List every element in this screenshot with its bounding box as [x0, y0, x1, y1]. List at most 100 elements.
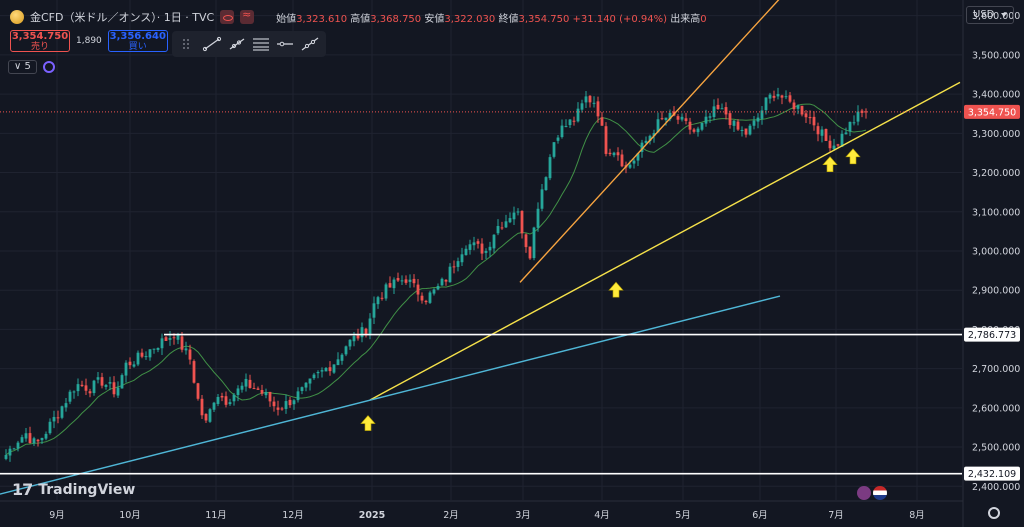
moving-average-line [5, 103, 867, 456]
candle [528, 246, 532, 259]
buy-button[interactable]: 3,356.640 買い [107, 30, 168, 52]
trade-panel: 3,354.750 売り 1,890 3,356.640 買い [10, 30, 168, 52]
candle [84, 385, 88, 391]
candle [492, 234, 496, 249]
level-price-label: 2,432.109 [968, 469, 1016, 480]
x-tick-label: 9月 [49, 510, 65, 521]
candle [344, 346, 348, 355]
candle [144, 356, 148, 358]
candle [420, 295, 424, 301]
sell-button[interactable]: 3,354.750 売り [10, 30, 70, 52]
candle [80, 384, 84, 387]
candle [508, 218, 512, 223]
trend-line-tool-icon[interactable] [202, 36, 222, 52]
candle [796, 105, 800, 109]
candle [384, 284, 388, 299]
indicator-settings-icon[interactable] [42, 61, 55, 73]
candle [820, 129, 824, 136]
compare-icon[interactable] [240, 8, 255, 24]
drawing-toolbar [172, 31, 326, 57]
ray-tool-icon[interactable] [227, 36, 247, 52]
candle [456, 261, 460, 267]
candle [120, 375, 124, 389]
y-tick-label: 2,400.000 [972, 482, 1020, 493]
us-flag-icon[interactable] [873, 486, 887, 500]
candle [196, 383, 200, 399]
indicator-toggle[interactable]: ∨ 5 [8, 60, 37, 74]
candle [192, 361, 196, 383]
candle [848, 121, 852, 132]
candle [500, 227, 504, 229]
candle [696, 128, 700, 133]
y-tick-label: 3,400.000 [972, 90, 1020, 101]
candle [464, 248, 468, 256]
candle [656, 119, 660, 133]
candle [780, 95, 784, 98]
candle [380, 297, 384, 299]
candle [124, 362, 128, 376]
candle [436, 285, 440, 290]
candle [396, 278, 400, 281]
candle [596, 101, 600, 117]
candle [484, 251, 488, 253]
candle [440, 278, 444, 286]
fib-retracement-tool-icon[interactable] [251, 36, 271, 52]
candle [432, 289, 436, 294]
candle [240, 385, 244, 390]
candle [532, 227, 536, 259]
candle [516, 211, 520, 213]
candle [252, 388, 256, 390]
candle [460, 254, 464, 263]
candle [40, 437, 44, 441]
candle [320, 370, 324, 372]
candle [488, 246, 492, 251]
orange-trend-line [519, 0, 780, 283]
candle [296, 391, 300, 401]
tradingview-logo-icon: 17 [12, 480, 33, 499]
currency-select[interactable]: USD [966, 6, 1014, 24]
support-arrow-icon [822, 156, 838, 173]
candle [536, 208, 540, 228]
symbol-name[interactable]: 金CFD（米ドル／オンス）· 1日 · TVC [30, 11, 215, 24]
level-price-tag [964, 466, 1020, 481]
event-markers [857, 486, 887, 500]
candle [856, 111, 860, 122]
candle [216, 396, 220, 404]
candle [232, 394, 236, 402]
candle [360, 327, 364, 338]
extended-line-tool-icon[interactable] [300, 36, 320, 52]
candle [156, 347, 160, 350]
y-tick-label: 3,000.000 [972, 246, 1020, 257]
candle [748, 125, 752, 135]
candle [864, 111, 868, 113]
drag-handle-icon[interactable] [178, 36, 198, 52]
candle [376, 297, 380, 305]
candle [628, 164, 632, 168]
candle [664, 117, 668, 121]
candle [680, 116, 684, 120]
event-lightning-icon[interactable] [857, 486, 871, 500]
y-tick-label: 3,300.000 [972, 129, 1020, 140]
candle [504, 221, 508, 228]
last-price-label: 3,354.750 [968, 107, 1016, 118]
ohlc-readout: 始値3,323.610 高値3,368.750 安値3,322.030 終値3,… [276, 13, 707, 25]
y-tick-label: 2,900.000 [972, 286, 1020, 297]
candle [108, 382, 112, 384]
candle [316, 371, 320, 374]
support-arrow-icon [845, 148, 861, 165]
visibility-icon[interactable] [220, 10, 235, 24]
candle [788, 95, 792, 102]
candle [660, 118, 664, 120]
horizontal-line-tool-icon[interactable] [275, 36, 295, 52]
candle [148, 349, 152, 358]
settings-gear-icon[interactable] [988, 507, 1000, 519]
candle [616, 152, 620, 156]
candle [404, 279, 408, 283]
x-tick-label: 5月 [675, 510, 691, 521]
candle [424, 300, 428, 303]
candle [52, 416, 56, 422]
candle [224, 396, 228, 405]
candle [268, 391, 272, 402]
